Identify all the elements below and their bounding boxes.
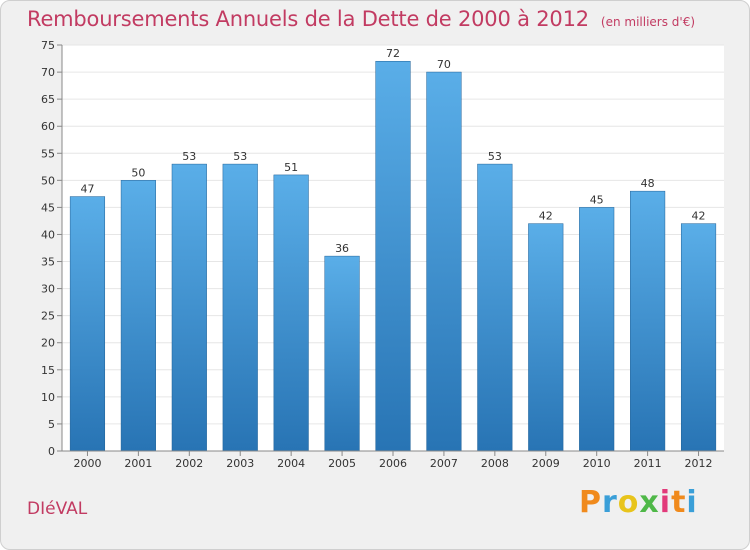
y-tick-label: 15 xyxy=(41,364,55,377)
y-tick-label: 60 xyxy=(41,120,55,133)
y-tick-label: 30 xyxy=(41,283,55,296)
x-tick-label-2009: 2009 xyxy=(532,457,560,470)
x-tick-label-2012: 2012 xyxy=(685,457,713,470)
y-tick-label: 45 xyxy=(41,201,55,214)
y-axis: 0 5 10 15 20 25 30 35 40 45 50 55 60 65 70 75 xyxy=(41,39,63,458)
value-label-2003: 53 xyxy=(233,150,247,163)
value-label-2007: 70 xyxy=(437,58,451,71)
bar-2005 xyxy=(324,255,360,452)
x-tick-label-2002: 2002 xyxy=(175,457,203,470)
value-label-2000: 47 xyxy=(80,183,94,196)
brand-letter: o xyxy=(617,485,640,520)
bar-2001 xyxy=(120,180,156,452)
value-label-2004: 51 xyxy=(284,161,298,174)
brand-letter: i xyxy=(686,485,698,520)
y-tick-label: 40 xyxy=(41,228,55,241)
x-tick-label-2010: 2010 xyxy=(583,457,611,470)
value-label-2002: 53 xyxy=(182,150,196,163)
x-tick-label-2003: 2003 xyxy=(226,457,254,470)
bar-2009 xyxy=(528,223,564,452)
x-tick-label-2006: 2006 xyxy=(379,457,407,470)
bar-2004 xyxy=(273,174,309,452)
x-tick-label-2000: 2000 xyxy=(73,457,101,470)
value-label-2011: 48 xyxy=(641,177,655,190)
bar-2010 xyxy=(579,207,615,452)
bar-2003 xyxy=(222,163,258,452)
y-tick-label: 65 xyxy=(41,93,55,106)
value-label-2010: 45 xyxy=(590,193,604,206)
value-labels: 47 50 53 53 51 36 72 70 53 42 45 48 42 xyxy=(80,47,705,255)
y-tick-label: 5 xyxy=(48,418,55,431)
value-label-2009: 42 xyxy=(539,210,553,223)
chart-unit-label: (en milliers d'€) xyxy=(600,15,696,29)
bar-2011 xyxy=(630,190,666,452)
bar-2006 xyxy=(375,60,411,452)
chart-title: Remboursements Annuels de la Dette de 20… xyxy=(27,7,695,31)
bar-2000 xyxy=(69,196,106,452)
y-tick-label: 75 xyxy=(41,39,55,52)
value-label-2012: 42 xyxy=(692,210,706,223)
brand-logo: Proxiti xyxy=(579,485,698,520)
brand-letter: x xyxy=(639,485,660,520)
x-tick-label-2001: 2001 xyxy=(124,457,152,470)
y-tick-label: 25 xyxy=(41,310,55,323)
y-tick-label: 10 xyxy=(41,391,55,404)
x-axis: 2000 2001 2002 2003 2004 2005 2006 2007 2008 2009… xyxy=(62,450,724,470)
brand-letter: r xyxy=(602,485,618,520)
bar-2012 xyxy=(680,223,717,452)
x-tick-label-2005: 2005 xyxy=(328,457,356,470)
y-tick-label: 0 xyxy=(48,445,55,458)
x-tick-label-2011: 2011 xyxy=(634,457,662,470)
x-tick-label-2008: 2008 xyxy=(481,457,509,470)
x-tick-label-2004: 2004 xyxy=(277,457,305,470)
y-tick-label: 50 xyxy=(41,174,55,187)
x-tick-label-2007: 2007 xyxy=(430,457,458,470)
commune-name: DIéVAL xyxy=(27,499,88,519)
bar-2008 xyxy=(477,163,513,452)
brand-letter: t xyxy=(671,485,687,520)
value-label-2001: 50 xyxy=(131,166,145,179)
value-label-2006: 72 xyxy=(386,47,400,60)
bars xyxy=(69,60,717,452)
y-tick-label: 70 xyxy=(41,66,55,79)
bar-2002 xyxy=(171,163,207,452)
value-label-2005: 36 xyxy=(335,242,349,255)
y-tick-label: 35 xyxy=(41,256,55,269)
brand-letter: i xyxy=(659,485,672,520)
value-label-2008: 53 xyxy=(488,150,502,163)
brand-letter: P xyxy=(579,485,602,520)
chart-title-text: Remboursements Annuels de la Dette de 20… xyxy=(27,7,589,31)
y-tick-label: 20 xyxy=(41,337,55,350)
bar-2007 xyxy=(426,71,462,452)
y-tick-label: 55 xyxy=(41,147,55,160)
